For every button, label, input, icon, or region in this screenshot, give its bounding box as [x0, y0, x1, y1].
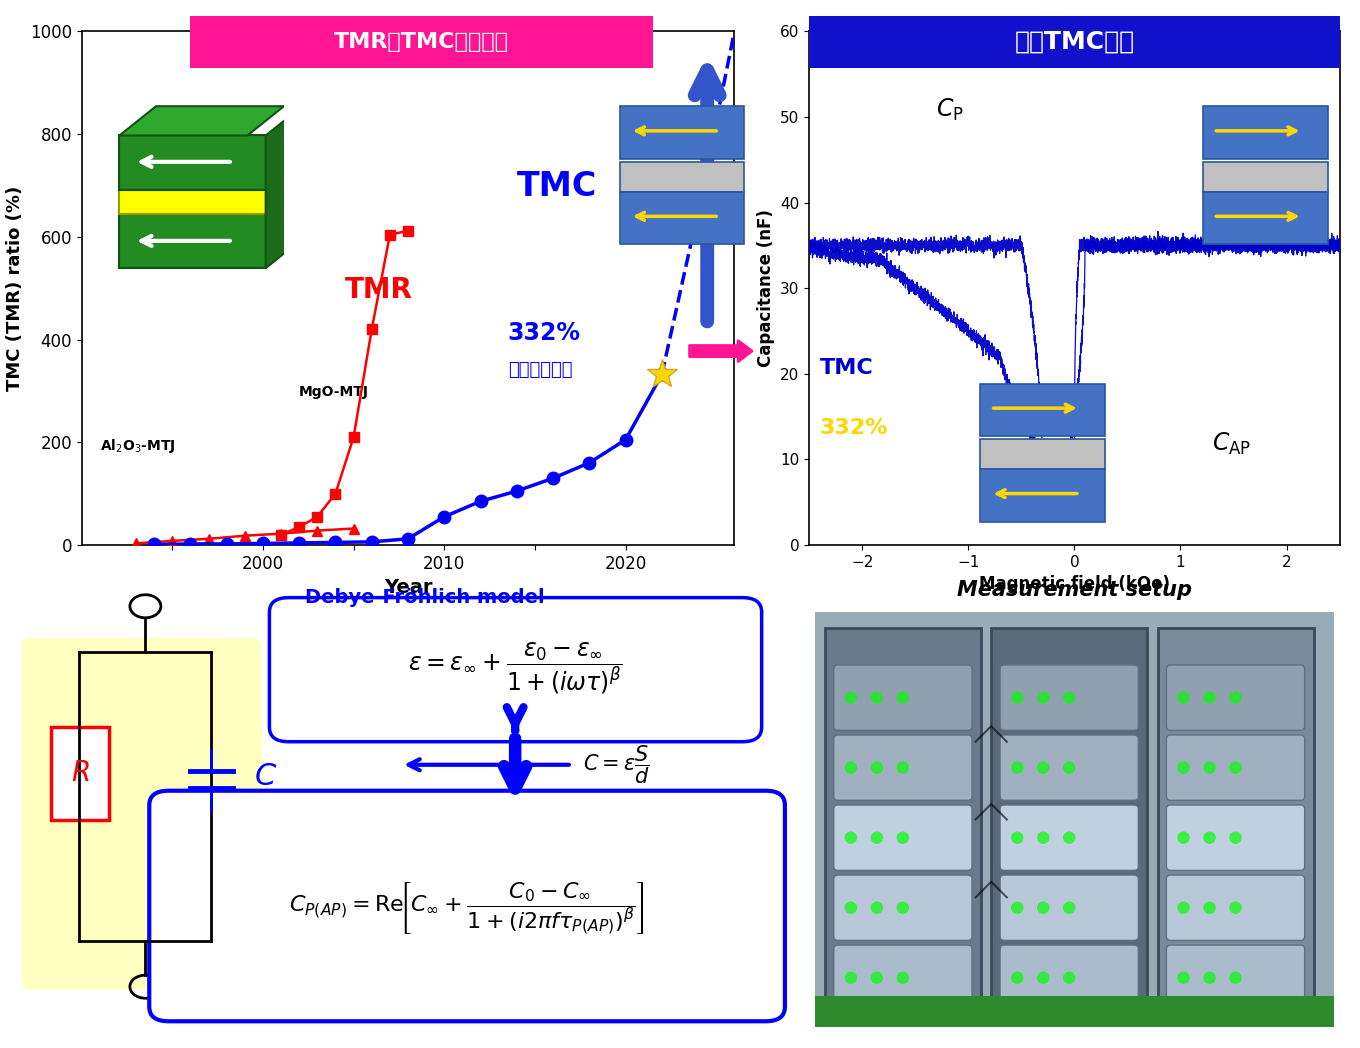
Text: Measurement setup: Measurement setup: [957, 580, 1191, 599]
Text: 巨大TMC効果: 巨大TMC効果: [1015, 30, 1134, 53]
X-axis label: Magnetic field (kOe): Magnetic field (kOe): [979, 575, 1170, 593]
Text: $C$: $C$: [254, 762, 277, 791]
Text: 332%: 332%: [820, 418, 888, 438]
Text: TMRとTMCの年渟移: TMRとTMCの年渟移: [335, 31, 509, 52]
Text: 332%: 332%: [507, 321, 581, 345]
Y-axis label: TMC (TMR) ratio (%): TMC (TMR) ratio (%): [7, 185, 24, 391]
Text: 最大値の達成: 最大値の達成: [507, 362, 573, 379]
FancyBboxPatch shape: [50, 727, 109, 820]
Text: TMC: TMC: [517, 170, 597, 202]
Text: $C_{P(AP)} = \mathrm{Re}\!\left[C_\infty + \dfrac{C_0 - C_\infty}{1 + (i2\pi f \: $C_{P(AP)} = \mathrm{Re}\!\left[C_\infty…: [290, 880, 645, 937]
Text: Al$_2$O$_3$-MTJ: Al$_2$O$_3$-MTJ: [99, 437, 175, 455]
FancyBboxPatch shape: [22, 638, 261, 989]
FancyBboxPatch shape: [150, 790, 785, 1021]
Text: MgO-MTJ: MgO-MTJ: [299, 385, 369, 399]
Text: $C = \varepsilon\dfrac{S}{d}$: $C = \varepsilon\dfrac{S}{d}$: [583, 743, 650, 786]
FancyBboxPatch shape: [269, 597, 762, 742]
Text: TMR: TMR: [344, 277, 412, 305]
Text: $R$: $R$: [71, 760, 90, 787]
Text: $\varepsilon = \varepsilon_\infty + \dfrac{\varepsilon_0 - \varepsilon_\infty}{1: $\varepsilon = \varepsilon_\infty + \dfr…: [408, 640, 623, 696]
X-axis label: Year: Year: [384, 578, 432, 597]
Text: $C_\mathsf{P}$: $C_\mathsf{P}$: [937, 97, 964, 124]
Text: Debye-Fröhlich model: Debye-Fröhlich model: [305, 588, 544, 607]
Text: TMC: TMC: [820, 357, 873, 377]
Y-axis label: Capacitance (nF): Capacitance (nF): [756, 210, 775, 367]
Text: $C_\mathsf{AP}$: $C_\mathsf{AP}$: [1212, 431, 1251, 457]
